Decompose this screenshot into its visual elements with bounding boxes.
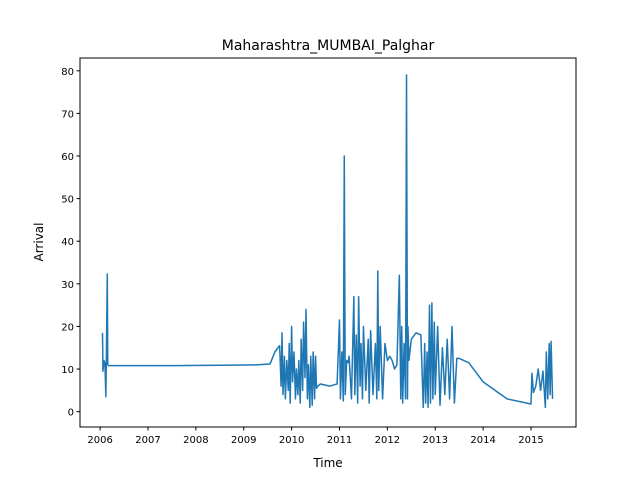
- y-tick-label: 10: [61, 365, 74, 376]
- y-tick-label: 50: [61, 195, 74, 206]
- x-tick-label: 2008: [183, 435, 208, 446]
- y-tick-label: 30: [61, 280, 74, 291]
- x-tick-label: 2013: [423, 435, 448, 446]
- x-tick-label: 2009: [231, 435, 256, 446]
- y-tick-label: 60: [61, 152, 74, 163]
- y-tick-label: 40: [61, 237, 74, 248]
- plot-frame: [79, 57, 577, 428]
- y-tick-label: 70: [61, 109, 74, 120]
- y-tick-label: 80: [61, 67, 74, 78]
- x-tick-label: 2007: [135, 435, 160, 446]
- x-tick-label: 2010: [279, 435, 304, 446]
- x-tick-label: 2014: [470, 435, 495, 446]
- y-tick-label: 20: [61, 322, 74, 333]
- x-axis-label: Time: [312, 456, 342, 470]
- data-line: [101, 74, 554, 409]
- chart-title: Maharashtra_MUMBAI_Palghar: [222, 38, 435, 54]
- y-tick-label: 0: [68, 408, 74, 419]
- y-axis-label: Arrival: [32, 223, 46, 262]
- x-tick-label: 2011: [327, 435, 352, 446]
- x-tick-label: 2015: [518, 435, 543, 446]
- x-tick-label: 2006: [87, 435, 112, 446]
- x-tick-label: 2012: [375, 435, 400, 446]
